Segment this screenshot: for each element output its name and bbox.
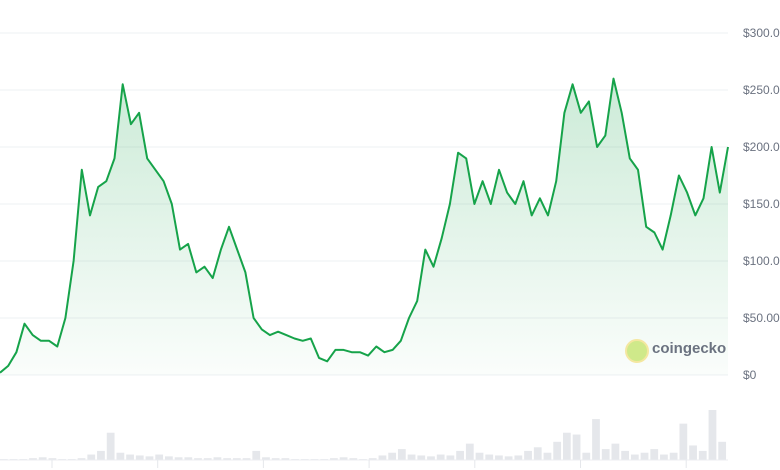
volume-bar: [611, 443, 620, 460]
volume-bar: [698, 450, 707, 460]
volume-bar: [669, 452, 678, 460]
volume-bar: [87, 454, 96, 460]
volume-bar: [553, 441, 562, 460]
volume-bar: [427, 456, 435, 460]
volume-bar: [417, 455, 426, 460]
volume-bar: [135, 455, 144, 460]
volume-bar: [77, 458, 86, 460]
watermark: coingecko: [652, 340, 727, 357]
price-line: [0, 77, 729, 374]
volume-bar: [242, 458, 251, 460]
volume-bar: [155, 454, 164, 460]
volume-bar: [194, 458, 202, 460]
volume-bar: [213, 457, 222, 460]
volume-bar: [165, 456, 173, 460]
volume-bar: [38, 457, 47, 460]
volume-bar: [640, 452, 649, 460]
y-tick-label: $250.00: [743, 83, 780, 97]
volume-bar: [349, 458, 358, 460]
volume-bar: [48, 458, 57, 460]
volume-bar: [126, 454, 134, 460]
y-tick-label: $100.00: [743, 254, 780, 268]
volume-bar: [29, 458, 37, 460]
volume-bar: [184, 457, 193, 460]
volume-bar: [718, 441, 727, 460]
volume-bar: [271, 458, 280, 460]
volume-bar: [262, 457, 270, 460]
volume-bar: [485, 454, 494, 460]
volume-bar: [397, 449, 406, 460]
volume-bar: [203, 458, 212, 460]
volume-bar: [689, 445, 697, 460]
volume-bar: [630, 454, 639, 460]
volume-bar: [456, 450, 464, 460]
volume-bar: [106, 432, 115, 460]
volume-bar: [475, 452, 484, 460]
volume-bar: [601, 449, 610, 460]
y-tick-label: $150.00: [743, 197, 780, 211]
y-tick-label: $200.00: [743, 140, 780, 154]
volume-bar: [543, 452, 552, 460]
volume-bar: [708, 410, 717, 460]
volume-bar: [368, 458, 377, 460]
volume-bar: [582, 452, 591, 460]
volume-bar: [174, 457, 183, 460]
y-tick-label: $0: [743, 368, 757, 382]
volume-bar: [232, 458, 241, 460]
volume-bar: [495, 455, 503, 460]
volume-bar: [97, 450, 105, 460]
volume-bar: [223, 458, 232, 460]
volume-bar: [378, 455, 387, 460]
volume-bar: [660, 454, 668, 460]
volume-bar: [650, 449, 659, 460]
volume-bar: [388, 452, 397, 460]
coingecko-logo-icon: [625, 339, 649, 363]
volume-bar: [446, 455, 455, 460]
volume-bar: [330, 458, 338, 460]
volume-bar: [621, 450, 629, 460]
volume-bar: [436, 454, 445, 460]
volume-bar: [592, 419, 600, 460]
volume-bar: [339, 457, 348, 460]
volume-bar: [116, 452, 125, 460]
price-area: [0, 78, 728, 375]
volume-bar: [145, 456, 154, 460]
volume-bar: [524, 450, 532, 460]
y-tick-label: $300.00: [743, 26, 780, 40]
volume-bar: [465, 443, 474, 460]
volume-bar: [679, 423, 688, 460]
volume-bar: [504, 456, 513, 460]
volume-bar: [407, 454, 416, 460]
volume-bar: [281, 458, 290, 460]
volume-bar: [252, 450, 261, 460]
volume-bar: [562, 432, 571, 460]
volume-bar: [533, 447, 542, 460]
y-tick-label: $50.00: [743, 311, 780, 325]
volume-bar: [514, 455, 523, 460]
volume-bar: [572, 434, 581, 460]
